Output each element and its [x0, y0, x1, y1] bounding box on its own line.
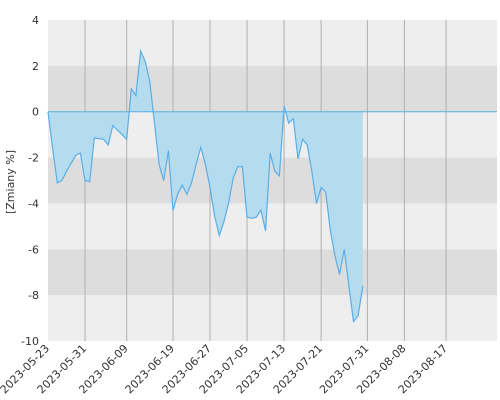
data-point: [195, 163, 197, 165]
background-band: [48, 20, 497, 66]
data-point: [213, 215, 215, 217]
background-band: [48, 157, 497, 204]
data-point: [325, 191, 327, 193]
data-point: [153, 122, 155, 124]
data-point: [190, 182, 192, 184]
data-point: [149, 81, 151, 83]
data-point: [51, 147, 53, 149]
data-point: [255, 216, 257, 218]
y-tick-label: -4: [28, 197, 39, 210]
data-point: [315, 202, 317, 204]
series-area: [48, 51, 363, 322]
data-point: [163, 179, 165, 181]
background-band: [48, 249, 497, 296]
data-point: [269, 152, 271, 154]
y-tick-label: -6: [28, 243, 39, 256]
data-point: [84, 179, 86, 181]
data-point: [56, 182, 58, 184]
data-point: [158, 163, 160, 165]
data-point: [301, 138, 303, 140]
data-point: [65, 170, 67, 172]
data-point: [88, 180, 90, 182]
data-point: [246, 216, 248, 218]
data-point: [306, 144, 308, 146]
data-point: [362, 285, 364, 287]
data-point: [139, 50, 141, 52]
y-tick-label: 4: [32, 14, 39, 27]
data-point: [223, 221, 225, 223]
y-tick-label: -10: [21, 335, 39, 348]
data-point: [121, 133, 123, 135]
y-tick-label: -8: [28, 289, 39, 302]
data-point: [237, 166, 239, 168]
data-point: [176, 193, 178, 195]
background-bands: [48, 20, 497, 341]
data-point: [320, 186, 322, 188]
x-axis-ticks: 2023-05-232023-05-312023-06-092023-06-19…: [0, 342, 450, 396]
data-point: [283, 105, 285, 107]
data-point: [357, 315, 359, 317]
data-point: [102, 138, 104, 140]
data-point: [352, 320, 354, 322]
data-point: [79, 152, 81, 154]
data-point: [204, 163, 206, 165]
data-point: [297, 158, 299, 160]
data-point: [274, 170, 276, 172]
data-point: [338, 273, 340, 275]
data-point: [135, 94, 137, 96]
data-point: [250, 217, 252, 219]
data-point: [200, 146, 202, 148]
data-point: [93, 137, 95, 139]
data-point: [232, 177, 234, 179]
data-point: [209, 186, 211, 188]
background-band: [48, 65, 497, 112]
y-tick-label: 2: [32, 60, 39, 73]
data-point: [107, 144, 109, 146]
data-point: [329, 230, 331, 232]
data-point: [348, 285, 350, 287]
y-tick-label: 0: [32, 106, 39, 119]
data-point: [241, 166, 243, 168]
data-point: [288, 122, 290, 124]
data-point: [260, 209, 262, 211]
data-point: [130, 88, 132, 90]
data-point: [186, 193, 188, 195]
background-band: [48, 203, 497, 250]
data-point: [227, 202, 229, 204]
data-point: [144, 60, 146, 62]
data-point: [125, 138, 127, 140]
data-point: [181, 184, 183, 186]
data-point: [278, 175, 280, 177]
data-point: [311, 170, 313, 172]
data-point: [218, 234, 220, 236]
data-point: [47, 111, 49, 113]
background-band: [48, 295, 497, 341]
series-line: [47, 48, 364, 323]
y-tick-label: -2: [28, 152, 39, 165]
y-axis-ticks: 4 2 0 -2 -4 -6 -8 -10: [21, 14, 39, 348]
data-point: [334, 255, 336, 257]
data-point: [75, 154, 77, 156]
data-point: [61, 179, 63, 181]
data-point: [112, 124, 114, 126]
y-axis-title: [Zmiany %]: [4, 150, 17, 214]
data-point: [343, 248, 345, 250]
data-point: [264, 230, 266, 232]
data-point: [172, 209, 174, 211]
data-point: [292, 117, 294, 119]
data-point: [167, 149, 169, 151]
